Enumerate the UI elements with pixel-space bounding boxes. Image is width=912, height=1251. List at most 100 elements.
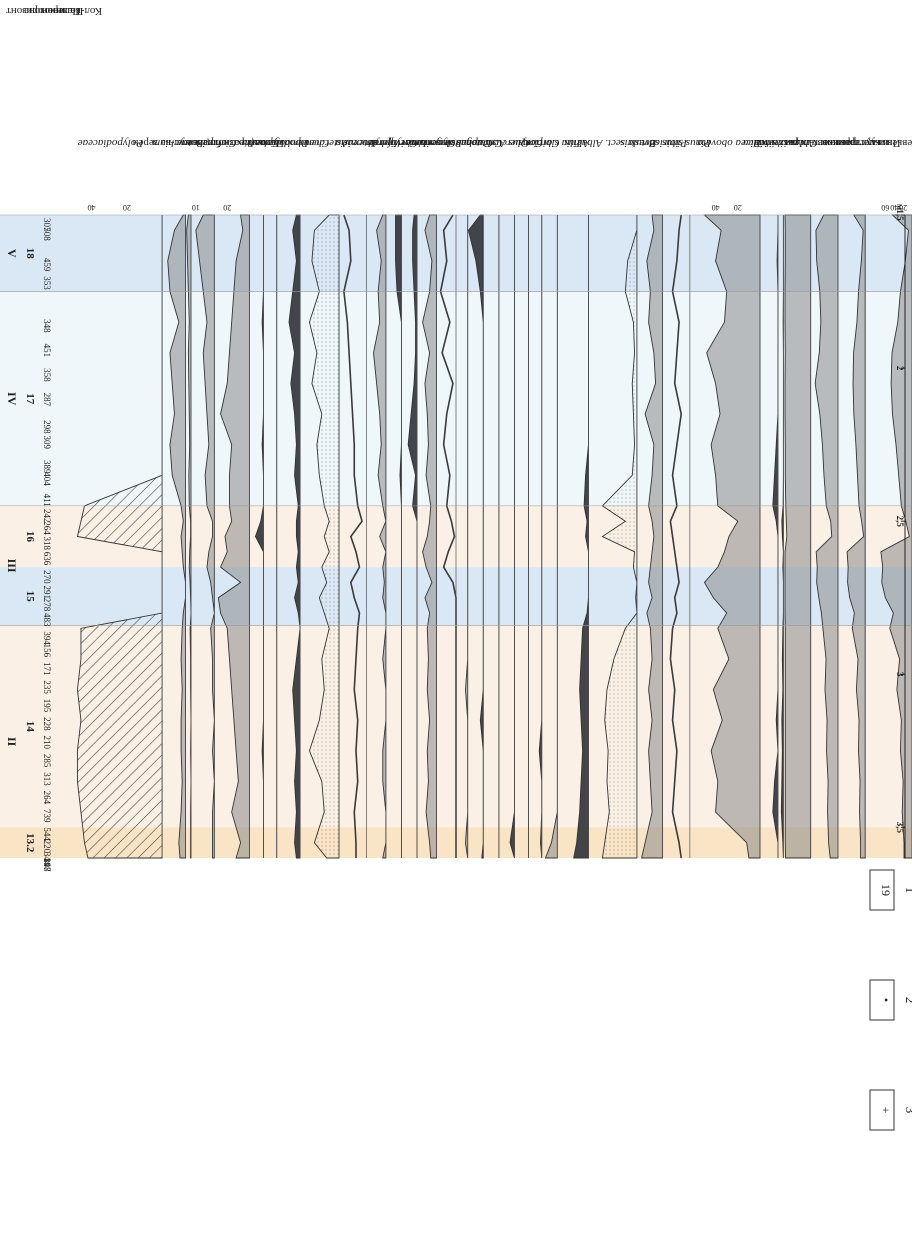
grain-count: 264 xyxy=(42,791,52,805)
panel-crataegus: Crataegus xyxy=(457,137,503,859)
panel-artemisia: Artemisia xyxy=(335,137,379,858)
panel-споры: Споры xyxy=(784,137,817,859)
series-tick-label: 40 xyxy=(890,203,898,212)
depth-tick-label: 3 xyxy=(895,672,905,677)
series-label: и кустарников xyxy=(822,137,889,149)
series-label: Artemisia xyxy=(335,137,379,149)
grain-count: 344 xyxy=(42,852,52,866)
legend-symbol: 19 xyxy=(879,884,893,896)
legend-symbol: + xyxy=(879,1107,893,1114)
grain-count: 235 xyxy=(42,680,52,694)
grain-count: 483 xyxy=(42,613,52,627)
grain-count: 278 xyxy=(42,598,52,612)
series-label: % от общего кол-ва зерен xyxy=(133,137,252,149)
series-label: Polygonum viviparum xyxy=(364,137,463,149)
series-area xyxy=(601,215,638,859)
grain-count: 394 xyxy=(42,631,52,645)
series-label: Abies sibirica xyxy=(754,137,816,149)
series-line xyxy=(669,214,683,859)
series-area xyxy=(217,214,250,859)
grain-count: 404 xyxy=(42,472,52,486)
legend-swatch xyxy=(869,869,895,911)
series-area xyxy=(784,214,812,859)
series-label: Alnus xyxy=(564,137,590,149)
palynozone-label: 15 xyxy=(24,591,36,603)
grain-count: 270 xyxy=(42,570,52,584)
depth-tick-label: 2,5 xyxy=(895,516,905,528)
grain-count: 451 xyxy=(42,344,52,358)
palynohorizon-label: II xyxy=(5,737,19,747)
series-label: Cotoneaster xyxy=(438,137,492,149)
palynohorizon-label: IV xyxy=(5,392,19,406)
panel-plmbaginaceae: Plmbaginaceae xyxy=(240,137,310,858)
panel-asteraceae: Asteraceae xyxy=(299,137,349,859)
grain-count: 348 xyxy=(42,319,52,333)
grain-count: 508 xyxy=(42,227,52,241)
grain-count: 307 xyxy=(42,218,52,232)
series-area xyxy=(641,214,664,859)
series-tick-label: 10 xyxy=(192,203,200,212)
grain-count: 739 xyxy=(42,809,52,823)
series-label: Acer xyxy=(484,137,506,149)
series-label: Tilia sibirica xyxy=(525,137,582,149)
series-area xyxy=(288,214,301,859)
series-tick-label: 20 xyxy=(899,203,907,212)
series-area xyxy=(167,214,186,859)
depth-tick-label: 1,5 xyxy=(895,209,905,221)
grain-count: 353 xyxy=(42,276,52,290)
grain-count: 195 xyxy=(42,699,52,713)
series-line xyxy=(343,214,363,858)
panel-daphne-mesereum: Daphne mesereum xyxy=(409,137,492,858)
palynozone-label: 13.2 xyxy=(24,833,36,853)
grain-count: 287 xyxy=(42,393,52,407)
series-label: Cichoriaceae xyxy=(177,137,236,149)
series-label: Crataegus xyxy=(457,137,503,149)
legend-label: 2 xyxy=(903,997,912,1004)
series-label: Botrychium xyxy=(152,137,203,149)
grain-count: 228 xyxy=(42,717,52,731)
series-label: Daphne mesereum xyxy=(409,137,492,149)
series-label: Picea obovata xyxy=(697,137,762,149)
palynozone-label: 16 xyxy=(24,531,36,543)
series-tick-label: 20 xyxy=(734,203,742,212)
series-label: Споры xyxy=(785,137,817,149)
series-area xyxy=(373,214,387,859)
grain-count: 389 xyxy=(42,460,52,474)
palynozone-label: 14 xyxy=(24,721,36,733)
panel-carpinus: Carpinus xyxy=(519,137,560,859)
grain-count: 220 xyxy=(42,840,52,854)
panel-alnus: Alnus xyxy=(564,137,590,859)
panel-пыльца-травянистых-растений: Пыльца травянистых растений xyxy=(756,137,901,859)
panel-pinus-sibirica: Pinus sibirica xyxy=(649,137,712,859)
series-label: Plmbaginaceae xyxy=(240,137,310,149)
series-tick-label: 40 xyxy=(88,203,96,212)
series-label: Pinus sibirica xyxy=(649,137,712,149)
grain-count: 298 xyxy=(42,420,52,434)
grain-count: 309 xyxy=(42,435,52,449)
panel-tilia-sibirica: Tilia sibirica xyxy=(525,137,582,859)
panel-и-кустарников: и кустарников xyxy=(822,137,889,859)
panel-picea-obovata: Picea obovata 20 40 xyxy=(697,137,762,859)
series-label: Caryophyllaceae xyxy=(342,137,417,149)
series-label: Gramineae xyxy=(406,137,456,149)
header-row-label: Палиногоризонт xyxy=(6,5,83,17)
panel-abies-sibirica: Abies sibirica xyxy=(754,137,816,859)
legend: 19 1 • 2 +3 xyxy=(869,869,912,1131)
depth-axis: м1,5 2 2,5 3 3,5 xyxy=(895,204,906,858)
grain-count: 285 xyxy=(42,754,52,768)
panel-quercus: Quercus xyxy=(492,137,529,859)
palynohorizon-label: III xyxy=(5,559,19,573)
legend-label: 1 xyxy=(903,887,912,894)
palynohorizon-label: V xyxy=(5,249,19,258)
series-tick-label: 20 xyxy=(123,203,131,212)
palynozone-label: 18 xyxy=(24,248,36,260)
grain-count: 459 xyxy=(42,258,52,272)
panel-corylus: Corylus xyxy=(508,137,543,858)
palynozone-label: 17 xyxy=(24,393,36,405)
series-label: Umbelliferae xyxy=(369,137,427,149)
series-area xyxy=(880,214,912,859)
